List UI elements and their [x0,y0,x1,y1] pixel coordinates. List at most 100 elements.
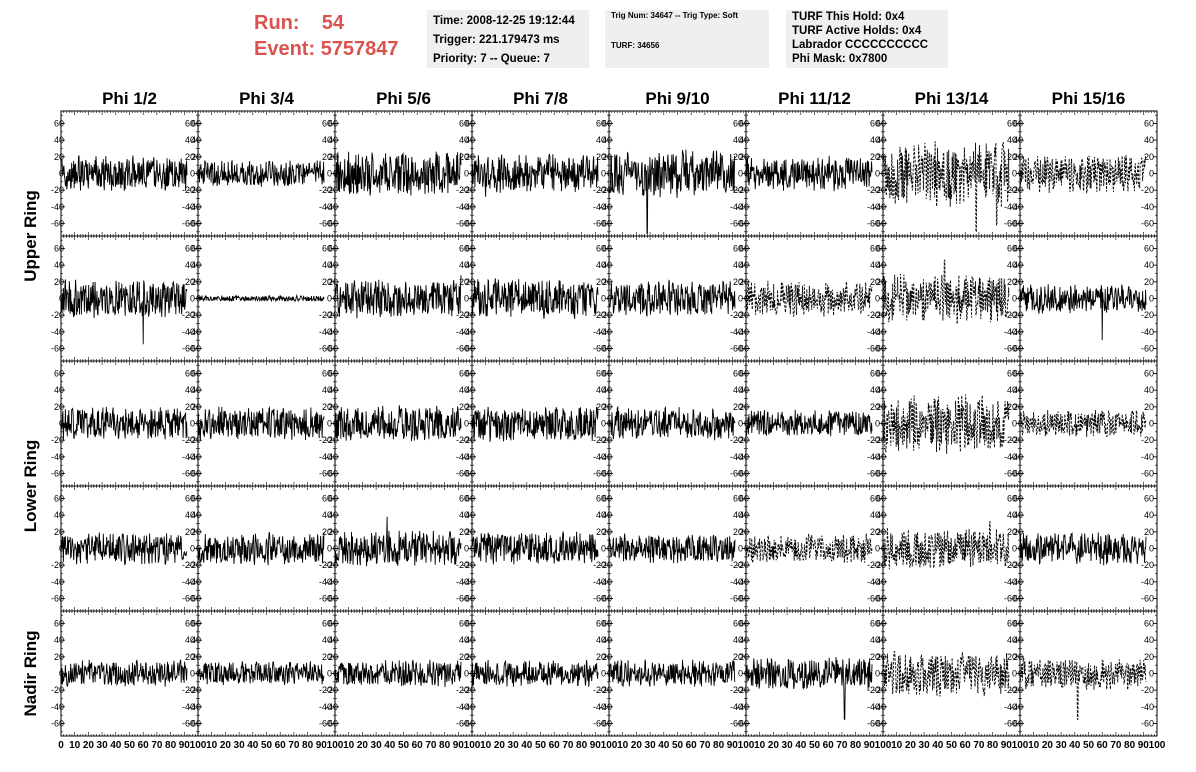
y-tick-label: 40 [465,135,475,145]
waveform-trace [471,530,599,565]
column-title: Phi 11/12 [778,89,851,108]
y-tick-label: -40 [51,452,64,462]
y-tick-label: -20 [51,560,64,570]
y-tick-label: -20 [319,185,332,195]
y-tick-label: -60 [1010,469,1023,479]
y-tick-label: -40 [456,577,469,587]
y-tick-label: 0 [327,544,332,554]
y-tick-label: 40 [596,385,606,395]
phi-mask-text: Phi Mask: 0x7800 [792,53,888,65]
waveform-trace [60,532,188,566]
y-tick-label: 20 [1007,277,1017,287]
y-tick-label: 60 [322,369,332,379]
trig-num-text: Trig Num: 34647 -- Trig Type: Soft [611,11,738,20]
y-tick-label: 40 [1013,135,1023,145]
y-tick-label: -20 [325,310,338,320]
y-tick-label: 40 [465,260,475,270]
y-tick-label: 60 [459,119,469,129]
y-tick-label: 0 [190,419,195,429]
y-tick-label: -60 [325,219,338,229]
y-tick-label: 60 [185,244,195,254]
y-tick-label: 60 [328,494,338,504]
y-tick-label: -40 [462,577,475,587]
y-tick-label: 0 [464,294,469,304]
y-tick-label: 40 [54,385,64,395]
y-tick-label: 40 [1007,135,1017,145]
y-tick-label: 60 [876,119,886,129]
y-tick-label: -40 [462,327,475,337]
column-title: Phi 3/4 [239,89,294,108]
y-tick-label: 40 [328,260,338,270]
y-tick-label: -40 [1010,452,1023,462]
y-tick-label: 60 [191,119,201,129]
y-tick-label: -40 [182,327,195,337]
waveform-trace [197,531,325,566]
y-tick-label: 60 [733,244,743,254]
y-tick-label: 60 [1007,119,1017,129]
y-tick-label: -20 [873,560,886,570]
y-tick-label: 40 [733,135,743,145]
y-tick-label: 20 [1013,277,1023,287]
trigger-text: Trigger: 221.179473 ms [433,34,560,46]
y-tick-label: 20 [465,152,475,162]
y-tick-label: 60 [465,369,475,379]
column-title: Phi 9/10 [645,89,709,108]
y-tick-label: 20 [465,402,475,412]
y-tick-label: 60 [459,494,469,504]
y-tick-label: 40 [191,385,201,395]
y-tick-label: 40 [459,260,469,270]
y-tick-label: 60 [1144,369,1154,379]
y-tick-label: 20 [596,402,606,412]
y-tick-label: -60 [51,594,64,604]
y-tick-label: 40 [876,510,886,520]
y-tick-label: 60 [602,119,612,129]
y-tick-label: 60 [54,369,64,379]
y-tick-label: -60 [1141,344,1154,354]
y-tick-label: 60 [733,369,743,379]
y-tick-label: 60 [1007,494,1017,504]
y-tick-label: -60 [462,469,475,479]
y-tick-label: -40 [319,202,332,212]
waveform-trace [745,533,873,564]
y-tick-label: 20 [459,527,469,537]
y-tick-label: 20 [1144,152,1154,162]
y-tick-label: -20 [593,435,606,445]
row-group-label: Nadir Ring [21,631,40,717]
waveform-trace [334,275,462,319]
y-tick-label: -40 [1141,452,1154,462]
y-tick-label: -40 [599,202,612,212]
y-tick-label: -60 [736,469,749,479]
y-tick-label: 40 [328,385,338,395]
y-tick-label: 0 [464,169,469,179]
y-tick-label: -40 [182,577,195,587]
run-event-label: Run: 54 Event: 5757847 [254,10,399,62]
y-tick-label: -60 [1010,344,1023,354]
y-tick-label: 0 [1012,169,1017,179]
y-tick-label: 40 [739,260,749,270]
waveform-trace [334,405,462,442]
y-tick-label: -60 [1004,219,1017,229]
y-tick-label: -20 [593,185,606,195]
y-tick-label: -60 [319,594,332,604]
waveform-trace [608,149,736,234]
y-tick-label: -60 [736,344,749,354]
y-tick-label: -60 [462,219,475,229]
y-tick-label: -60 [188,594,201,604]
y-tick-label: -20 [599,435,612,445]
row-group-label: Lower Ring [21,440,40,533]
y-tick-label: 40 [1007,260,1017,270]
y-tick-label: -40 [319,577,332,587]
trigger-info-box: Trig Num: 34647 -- Trig Type: Soft TURF:… [605,10,769,68]
y-tick-label: -20 [182,185,195,195]
y-tick-label: 20 [1013,402,1023,412]
y-tick-label: -20 [462,435,475,445]
y-tick-label: -40 [593,327,606,337]
waveform-trace [882,394,1010,454]
y-tick-label: 60 [596,119,606,129]
y-tick-label: -60 [867,219,880,229]
